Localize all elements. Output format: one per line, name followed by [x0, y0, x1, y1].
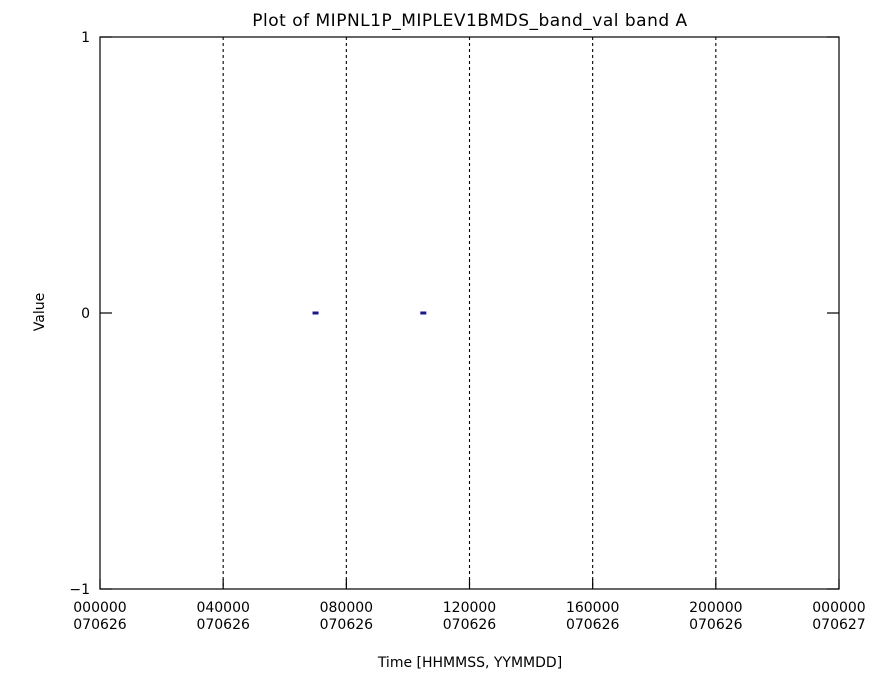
y-tick-label: 1	[81, 30, 90, 46]
x-tick-label-date: 070626	[320, 617, 374, 633]
x-tick-label-date: 070626	[689, 617, 743, 633]
y-tick-label: 0	[81, 306, 90, 322]
x-tick-label-date: 070627	[812, 617, 865, 633]
y-axis-label: Value	[32, 293, 48, 331]
x-tick-label-time: 000000	[812, 600, 865, 616]
x-tick-label-time: 000000	[73, 600, 126, 616]
x-tick-label-date: 070626	[443, 617, 497, 633]
x-tick-label-date: 070626	[196, 617, 250, 633]
grid-lines	[222, 37, 717, 589]
x-tick-label-time: 160000	[566, 600, 619, 616]
x-tick-label-time: 080000	[320, 600, 373, 616]
y-tick-label: −1	[69, 582, 90, 598]
x-tick-label-date: 070626	[73, 617, 127, 633]
x-tick-label-time: 040000	[196, 600, 249, 616]
x-tick-label-time: 120000	[443, 600, 496, 616]
data-point	[420, 311, 427, 315]
y-axis-ticks: 1 0 −1	[69, 30, 839, 598]
data-point	[312, 311, 319, 315]
x-axis-label: Time [HHMMSS, YYMMDD]	[377, 655, 562, 671]
x-tick-label-time: 200000	[689, 600, 742, 616]
x-tick-label-date: 070626	[566, 617, 620, 633]
chart-title: Plot of MIPNL1P_MIPLEV1BMDS_band_val ban…	[252, 11, 687, 31]
x-axis-ticks: 0000000706260400000706260800000706261200…	[73, 579, 866, 633]
data-points	[312, 311, 427, 315]
